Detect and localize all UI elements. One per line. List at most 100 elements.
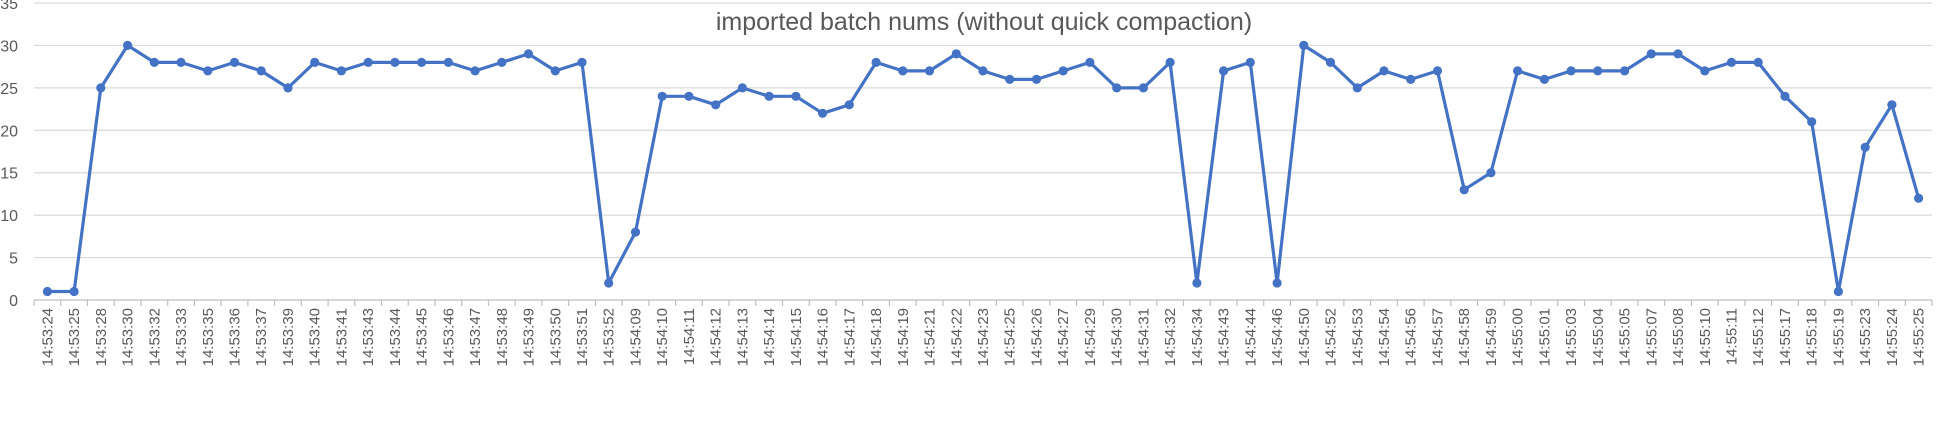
x-tick-label: 14:53:39 [280,308,297,366]
data-point [229,57,240,67]
y-axis-tick-labels: 0 5 10 15 20 25 30 35 [0,0,18,310]
data-point [1245,57,1255,67]
series-batch-nums [42,40,1924,297]
x-tick-label: 14:55:00 [1510,308,1527,366]
data-point [604,278,614,288]
data-point [1005,74,1015,84]
x-tick-label: 14:53:37 [253,308,270,366]
data-point [1887,100,1897,110]
y-tick-label: 25 [0,81,18,98]
data-point [1620,66,1630,76]
x-tick-label: 14:53:33 [173,308,190,366]
x-tick-label: 14:54:57 [1430,308,1447,366]
data-point [1753,57,1763,67]
x-tick-label: 14:53:50 [547,308,564,366]
x-tick-label: 14:53:46 [440,308,457,366]
data-point [711,100,721,110]
data-point [577,57,587,67]
x-tick-label: 14:54:16 [815,308,832,366]
y-tick-label: 5 [9,251,18,268]
x-tick-label: 14:53:25 [66,308,83,366]
data-point [1031,74,1042,84]
x-tick-label: 14:53:43 [360,308,377,366]
x-tick-label: 14:53:28 [93,308,110,366]
data-point [684,91,694,101]
data-point [470,66,480,76]
x-tick-label: 14:54:31 [1135,308,1152,366]
data-point [1138,83,1148,93]
data-point [1860,142,1870,152]
data-point [1646,49,1656,59]
x-tick-label: 14:53:41 [333,308,350,366]
x-tick-label: 14:53:35 [200,308,217,366]
data-point [1780,91,1790,101]
data-point [898,66,908,76]
y-tick-label: 0 [9,293,18,310]
data-point [1593,66,1603,76]
x-axis-tick-labels: 14:53:24 14:53:25 14:53:28 14:53:30 14:53:32… [33,300,1933,366]
data-point [523,49,534,59]
data-point [203,66,213,76]
data-point [283,83,293,93]
data-point [951,49,961,59]
x-tick-label: 14:54:10 [654,308,671,366]
data-point [1459,185,1469,195]
x-tick-label: 14:54:13 [734,308,751,366]
x-tick-label: 14:55:19 [1830,308,1847,366]
data-point [1352,83,1362,93]
x-tick-label: 14:54:44 [1242,308,1259,366]
data-point [1085,57,1095,67]
x-tick-label: 14:55:07 [1643,308,1660,366]
data-point [1673,49,1683,59]
x-tick-label: 14:54:46 [1269,308,1286,366]
x-tick-label: 14:55:18 [1804,308,1821,366]
x-tick-label: 14:54:14 [761,308,778,366]
data-point [1486,168,1496,178]
data-point [1432,66,1443,76]
x-tick-label: 14:54:15 [788,308,805,366]
data-point [417,57,427,67]
data-point [871,57,881,67]
x-tick-label: 14:53:51 [574,308,591,366]
y-tick-label: 15 [0,166,18,183]
data-point [1192,278,1202,288]
data-point [443,57,453,67]
x-tick-label: 14:53:24 [39,308,56,366]
data-point [1807,117,1817,127]
x-tick-label: 14:54:52 [1323,308,1340,366]
x-tick-label: 14:54:54 [1376,308,1393,366]
x-tick-label: 14:54:34 [1189,308,1206,366]
data-point [1272,278,1282,288]
x-tick-label: 14:54:22 [948,308,965,366]
x-tick-label: 14:55:25 [1911,308,1928,366]
x-tick-label: 14:54:30 [1109,308,1126,366]
data-point [1165,57,1175,67]
data-point [1726,57,1737,67]
data-point [657,91,667,101]
x-tick-label: 14:54:17 [841,308,858,366]
x-tick-label: 14:54:11 [681,308,698,365]
x-tick-label: 14:53:36 [227,308,244,366]
data-point [630,227,641,237]
x-tick-label: 14:55:17 [1777,308,1794,366]
data-point [149,57,159,67]
x-tick-label: 14:53:48 [494,308,511,366]
data-point [550,66,560,76]
data-point [844,100,854,110]
x-tick-label: 14:54:29 [1082,308,1099,366]
x-tick-label: 14:55:05 [1617,308,1634,366]
data-point [336,66,346,76]
data-point [69,286,79,297]
x-tick-label: 14:54:25 [1002,308,1019,366]
data-point [1513,66,1523,76]
x-tick-label: 14:54:59 [1483,308,1500,366]
x-tick-label: 14:53:32 [146,308,163,366]
x-tick-label: 14:54:32 [1162,308,1179,366]
data-point [497,57,507,67]
x-tick-label: 14:54:21 [922,308,939,366]
data-point [1700,66,1710,76]
data-point [1299,40,1309,51]
data-point [176,57,186,67]
x-tick-label: 14:53:49 [521,308,538,366]
data-point [1914,193,1924,203]
